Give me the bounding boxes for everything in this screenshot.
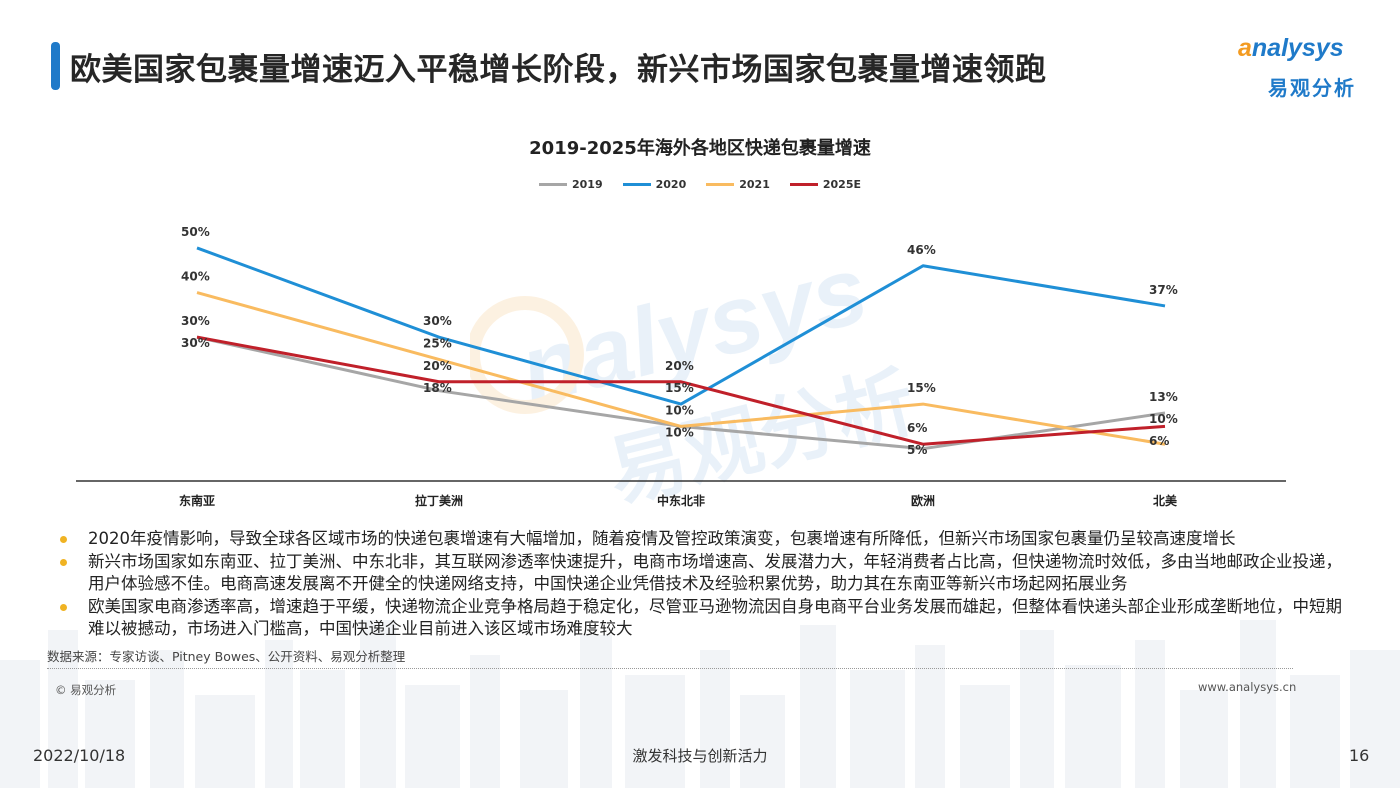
data-label-2020: 30% (423, 314, 452, 328)
data-label-2020: 37% (1149, 283, 1178, 297)
data-label-2025e: 20% (665, 359, 694, 373)
data-label-2025e: 10% (1149, 412, 1178, 426)
bullet-item: 新兴市场国家如东南亚、拉丁美洲、中东北非，其互联网渗透率快速提升，电商市场增速高… (58, 551, 1348, 596)
chart-title: 2019-2025年海外各地区快递包裹量增速 (529, 138, 871, 159)
data-label-2020: 15% (665, 381, 694, 395)
legend-item-2019: 2019 (539, 178, 603, 191)
bullet-item: 2020年疫情影响，导致全球各区域市场的快递包裹增速有大幅增加，随着疫情及管控政… (58, 528, 1348, 551)
data-label-2019: 10% (665, 403, 694, 417)
x-tick-label: 欧洲 (911, 493, 935, 508)
x-tick-label: 拉丁美洲 (415, 493, 463, 508)
key-findings-list: 2020年疫情影响，导致全球各区域市场的快递包裹增速有大幅增加，随着疫情及管控政… (58, 528, 1348, 641)
data-label-2025e: 30% (181, 336, 210, 350)
logo-chinese: 易观分析 (1268, 76, 1356, 100)
bullet-text: 欧美国家电商渗透率高，增速趋于平缓，快递物流企业竞争格局趋于稳定化，尽管亚马逊物… (88, 596, 1342, 639)
data-label-2019: 30% (181, 314, 210, 328)
legend-item-2021: 2021 (706, 178, 770, 191)
footer-slogan: 激发科技与创新活力 (632, 747, 768, 765)
series-line-2020 (196, 246, 1166, 406)
logo-wordmark: analysys (1238, 34, 1344, 62)
data-label-2021: 10% (665, 425, 694, 439)
bullet-text: 新兴市场国家如东南亚、拉丁美洲、中东北非，其互联网渗透率快速提升，电商市场增速高… (88, 551, 1342, 594)
x-tick-label: 中东北非 (657, 493, 705, 508)
legend-label: 2021 (739, 177, 770, 191)
chart-legend: 2019 2020 2021 2025E (539, 176, 881, 192)
legend-item-2025e: 2025E (789, 177, 862, 191)
series-line-2021 (196, 291, 1166, 446)
data-label-2021: 6% (1149, 434, 1169, 448)
data-label-2025e: 6% (907, 421, 927, 435)
data-label-2019: 18% (423, 381, 452, 395)
x-tick-label: 东南亚 (179, 493, 215, 508)
legend-swatch (622, 182, 651, 186)
title-accent-bar (51, 42, 60, 90)
bullet-item: 欧美国家电商渗透率高，增速趋于平缓，快递物流企业竞争格局趋于稳定化，尽管亚马逊物… (58, 596, 1348, 641)
data-label-2019: 5% (907, 443, 927, 457)
website-link[interactable]: www.analysys.cn (1198, 680, 1297, 694)
brand-logo: analysys 易观分析 (1238, 34, 1378, 104)
legend-swatch (539, 182, 567, 186)
copyright-text: © 易观分析 (55, 683, 117, 697)
bullet-text: 2020年疫情影响，导致全球各区域市场的快递包裹增速有大幅增加，随着疫情及管控政… (88, 529, 1236, 548)
logo-a-glyph: a (1238, 34, 1252, 62)
legend-swatch (706, 182, 735, 186)
data-source-note: 数据来源：专家访谈、Pitney Bowes、公开资料、易观分析整理 (47, 649, 406, 664)
data-label-2021: 25% (423, 336, 452, 350)
data-label-2025e: 20% (423, 359, 452, 373)
legend-item-2020: 2020 (622, 177, 687, 191)
footer-date: 2022/10/18 (33, 746, 126, 765)
footer-divider (47, 668, 1293, 669)
x-tick-label: 北美 (1153, 493, 1178, 508)
page-title: 欧美国家包裹量增速迈入平稳增长阶段，新兴市场国家包裹量增速领跑 (70, 52, 1047, 88)
data-label-2020: 46% (907, 243, 936, 257)
data-label-2019: 13% (1149, 390, 1178, 404)
data-label-2021: 15% (907, 381, 936, 395)
page-number: 16 (1349, 746, 1370, 765)
legend-label: 2025E (822, 177, 862, 191)
legend-swatch (789, 182, 818, 186)
bullet-dot-icon (60, 558, 67, 566)
bullet-dot-icon (60, 603, 67, 611)
data-label-2021: 40% (181, 270, 210, 284)
series-line-2025e (196, 335, 1166, 446)
data-label-2020: 50% (181, 225, 210, 239)
legend-label: 2019 (572, 177, 603, 191)
bullet-dot-icon (60, 536, 67, 543)
legend-label: 2020 (655, 177, 687, 191)
